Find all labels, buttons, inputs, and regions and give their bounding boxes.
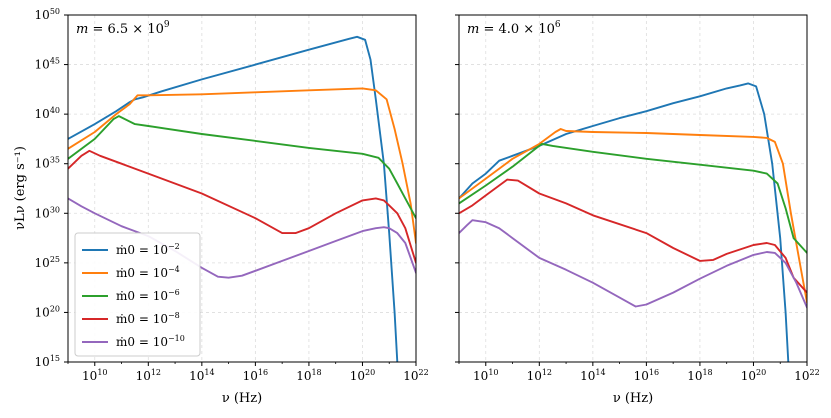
right-axes-frame <box>458 14 808 363</box>
series-line-2 <box>459 128 807 304</box>
legend-label-4: ṁ0 = 10−8 <box>116 311 180 326</box>
x-tick-label: 1020 <box>741 368 766 383</box>
left-panel: 1010 1012 1014 1016 1018 1020 1022 1015 1020 1025… <box>13 7 429 406</box>
x-tick-label: 1020 <box>350 368 375 383</box>
x-tick-label: 1022 <box>794 368 819 383</box>
x-tick-label: 1018 <box>687 368 712 383</box>
legend-box <box>74 232 201 357</box>
legend: ṁ0 = 10−2 ṁ0 = 10−4 ṁ0 = 10−6 ṁ0 = 10−8 ṁ0 =… <box>74 232 201 357</box>
x-tick-label: 1014 <box>580 368 605 383</box>
y-tick-label: 1035 <box>35 156 60 171</box>
right-ticks: 1010 1012 1014 1016 1018 1020 1022 <box>455 14 820 383</box>
x-tick-label: 1012 <box>527 368 552 383</box>
y-tick-label: 1040 <box>35 106 60 121</box>
y-tick-label: 1015 <box>35 354 60 369</box>
series-line-4 <box>459 178 807 294</box>
left-axes-frame <box>67 14 417 363</box>
series-line-5 <box>459 219 807 309</box>
y-tick-label: 1020 <box>35 304 60 319</box>
x-tick-label: 1010 <box>473 368 498 383</box>
x-tick-label: 1016 <box>634 368 659 383</box>
y-tick-label: 1030 <box>35 205 60 220</box>
right-annotation: m = 4.0 × 106 <box>467 20 561 37</box>
series-line-3 <box>68 115 416 220</box>
left-xlabel: ν (Hz) <box>222 391 262 406</box>
right-curves <box>459 82 807 362</box>
series-line-5 <box>68 197 416 279</box>
right-grid <box>459 14 808 363</box>
series-line-3 <box>459 142 807 254</box>
series-line-1 <box>459 82 790 362</box>
series-line-2 <box>68 87 416 244</box>
y-tick-label: 1050 <box>35 7 60 22</box>
x-tick-label: 1012 <box>136 368 161 383</box>
legend-label-2: ṁ0 = 10−4 <box>116 265 180 280</box>
left-curves <box>68 35 416 362</box>
y-tick-label: 1045 <box>35 57 60 72</box>
x-tick-label: 1014 <box>189 368 214 383</box>
x-tick-label: 1022 <box>403 368 428 383</box>
right-xlabel: ν (Hz) <box>613 391 653 406</box>
left-ylabel: νLν (erg s⁻¹) <box>13 146 28 230</box>
legend-label-1: ṁ0 = 10−2 <box>116 242 180 257</box>
right-panel: 1010 1012 1014 1016 1018 1020 1022 m = 4.0 × 1… <box>455 14 820 406</box>
legend-label-5: ṁ0 = 10−10 <box>116 334 185 349</box>
x-tick-label: 1010 <box>82 368 107 383</box>
left-annotation: m = 6.5 × 109 <box>76 20 170 37</box>
x-tick-label: 1016 <box>243 368 268 383</box>
x-tick-label: 1018 <box>296 368 321 383</box>
series-line-4 <box>68 149 416 264</box>
y-tick-label: 1025 <box>35 255 60 270</box>
legend-label-3: ṁ0 = 10−6 <box>116 288 180 303</box>
